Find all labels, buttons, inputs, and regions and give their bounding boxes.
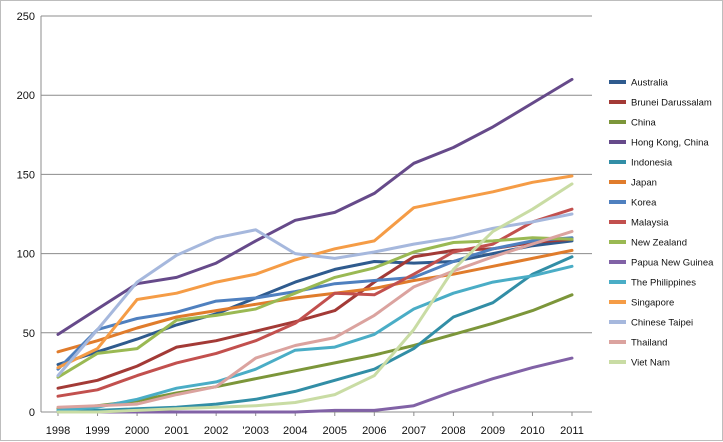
legend-label-australia: Australia: [631, 78, 669, 89]
legend-label-china: China: [631, 118, 657, 129]
x-tick-label-2004: 2004: [283, 425, 307, 437]
y-axis-tick-labels: 0 50 100 150 200 250: [17, 11, 35, 419]
legend-label-viet-nam: Viet Nam: [631, 358, 670, 369]
series-line-viet-nam: [56, 182, 574, 414]
series-line-brunei-darussalam: [56, 237, 574, 390]
x-tick-label-2011: 2011: [560, 425, 584, 437]
series-line-korea: [56, 236, 574, 371]
x-tick-label-2007: 2007: [402, 425, 426, 437]
legend-label-thailand: Thailand: [631, 338, 667, 349]
x-tick-label-1999: 1999: [85, 425, 109, 437]
legend-label-chinese-taipei: Chinese Taipei: [631, 318, 693, 329]
series-lines: [56, 77, 574, 414]
legend-label-new-zealand: New Zealand: [631, 238, 687, 249]
series-line-china: [56, 293, 574, 411]
x-tick-label-2001: 2001: [164, 425, 188, 437]
legend-label-the-philippines: The Philippines: [631, 278, 696, 289]
x-tick-label-1998: 1998: [46, 425, 70, 437]
series-line-indonesia: [56, 255, 574, 414]
series-line-malaysia: [56, 207, 574, 398]
legend: Australia Brunei Darussalam China Hong Kong…: [609, 78, 714, 369]
series-line-thailand: [56, 229, 574, 409]
legend-label-malaysia: Malaysia: [631, 218, 669, 229]
x-tick-label-2002: 2002: [204, 425, 228, 437]
x-tick-label-2003: '2003: [242, 425, 269, 437]
series-line-hong-kong-china: [56, 77, 574, 336]
series-line-new-zealand: [56, 236, 574, 379]
y-tick-label-100: 100: [17, 249, 35, 261]
y-tick-label-50: 50: [23, 328, 35, 340]
x-tick-label-2010: 2010: [520, 425, 544, 437]
series-line-singapore: [56, 174, 574, 370]
legend-label-korea: Korea: [631, 198, 657, 209]
legend-label-hong-kong-china: Hong Kong, China: [631, 138, 709, 149]
y-tick-label-200: 200: [17, 90, 35, 102]
series-line-papua-new-guinea: [56, 356, 574, 414]
legend-label-singapore: Singapore: [631, 298, 674, 309]
x-tick-label-2006: 2006: [362, 425, 386, 437]
legend-label-indonesia: Indonesia: [631, 158, 673, 169]
series-line-japan: [56, 248, 574, 354]
legend-label-papua-new-guinea: Papua New Guinea: [631, 258, 714, 269]
legend-label-japan: Japan: [631, 178, 657, 189]
series-line-chinese-taipei: [56, 212, 574, 378]
y-tick-label-250: 250: [17, 11, 35, 23]
y-tick-label-0: 0: [29, 407, 35, 419]
legend-label-brunei-darussalam: Brunei Darussalam: [631, 98, 712, 109]
x-tick-label-2008: 2008: [441, 425, 465, 437]
series-line-australia: [56, 239, 574, 366]
x-tick-label-2000: 2000: [125, 425, 149, 437]
x-axis-tick-labels: 1998 1999 2000 2001 2002 '2003 2004 2005 2006 200…: [46, 425, 584, 437]
y-tick-label-150: 150: [17, 169, 35, 181]
x-tick-label-2005: 2005: [323, 425, 347, 437]
x-tick-label-2009: 2009: [481, 425, 505, 437]
series-line-the-philippines: [56, 264, 574, 412]
